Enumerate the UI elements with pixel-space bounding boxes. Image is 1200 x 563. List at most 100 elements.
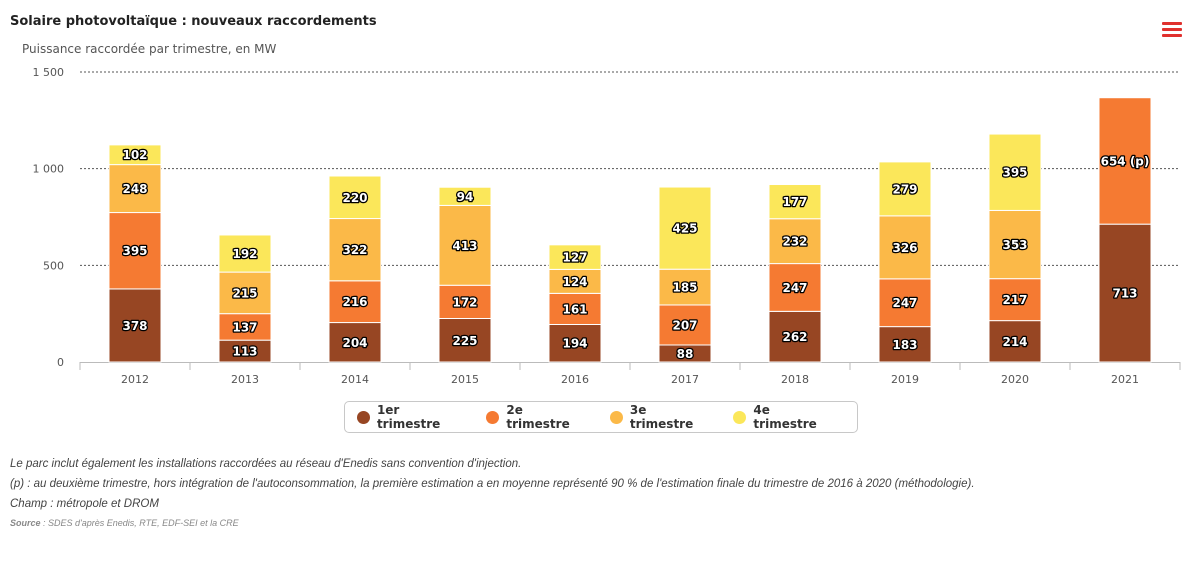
data-label: 279 [892, 182, 917, 196]
legend-item[interactable]: 1er trimestre [357, 403, 466, 431]
data-label: 113 [232, 345, 257, 359]
bar-segment [218, 271, 272, 315]
x-tick-label: 2018 [781, 373, 809, 386]
x-tick-label: 2015 [451, 373, 479, 386]
data-label: 161 [562, 302, 587, 316]
data-label: 124 [562, 275, 587, 289]
bar-segment [438, 318, 492, 363]
y-tick-label: 0 [57, 356, 64, 369]
data-label: 225 [452, 334, 477, 348]
data-label: 654 (p) [1101, 154, 1150, 168]
bar-segment [988, 133, 1042, 211]
y-tick-label: 500 [43, 259, 64, 272]
bar-segment [108, 164, 162, 214]
legend-label: 2e trimestre [506, 403, 570, 431]
y-tick-label: 1 500 [33, 66, 65, 79]
data-label: 94 [457, 190, 474, 204]
data-label: 214 [1002, 335, 1027, 349]
chart-title: Solaire photovoltaïque : nouveaux raccor… [10, 14, 377, 29]
data-label: 395 [1002, 166, 1027, 180]
legend-item[interactable]: 3e trimestre [609, 403, 714, 431]
data-label: 102 [122, 148, 147, 162]
data-label: 217 [1002, 293, 1027, 307]
bar-segment [328, 218, 382, 282]
data-label: 207 [672, 318, 697, 332]
bar-segment [438, 284, 492, 320]
data-label: 413 [452, 239, 477, 253]
legend-marker [609, 410, 623, 424]
stacked-bar-chart: 0 500 1 000 1 500 2012 2013 2014 2015 2016 2017 20… [33, 66, 1181, 386]
source-line: Source : SDES d'après Enedis, RTE, EDF-S… [10, 516, 975, 530]
x-tick-label: 2016 [561, 373, 589, 386]
data-label: 185 [672, 281, 697, 295]
bar-segment [328, 175, 382, 220]
note-line-1: Le parc inclut également les installatio… [10, 458, 522, 470]
data-label: 215 [232, 286, 257, 300]
bar-segment [878, 278, 932, 328]
bar-segment [988, 209, 1042, 280]
data-label: 220 [342, 191, 367, 205]
bar-segment [878, 161, 932, 217]
x-tick-label: 2021 [1111, 373, 1139, 386]
data-label: 232 [782, 235, 807, 249]
legend-marker [357, 410, 370, 424]
x-tick-label: 2017 [671, 373, 699, 386]
note-line-2: (p) : au deuxième trimestre, hors intégr… [10, 478, 975, 490]
data-label: 194 [562, 337, 587, 351]
x-tick-label: 2019 [891, 373, 919, 386]
data-label: 216 [342, 295, 367, 309]
data-label: 127 [562, 251, 587, 265]
bar-segment [328, 280, 382, 324]
data-label: 353 [1002, 238, 1027, 252]
data-label: 322 [342, 243, 367, 257]
legend-item[interactable]: 4e trimestre [733, 403, 837, 431]
bar-segment [438, 186, 492, 206]
data-label: 247 [892, 296, 917, 310]
x-tick-label: 2013 [231, 373, 259, 386]
chart-subtitle: Puissance raccordée par trimestre, en MW [22, 42, 277, 56]
bar-segment [768, 184, 822, 220]
data-label: 247 [782, 281, 807, 295]
data-label: 204 [342, 336, 367, 350]
bar-segment [658, 304, 712, 346]
legend-marker [486, 410, 500, 424]
chart-notes: Le parc inclut également les installatio… [10, 454, 975, 530]
bar-segment [108, 144, 162, 166]
bar-segment [108, 212, 162, 290]
data-label: 395 [122, 244, 147, 258]
legend-label: 4e trimestre [753, 403, 817, 431]
data-label: 177 [782, 195, 807, 209]
source-label: Source [10, 518, 41, 528]
bar-segment [108, 288, 162, 363]
hamburger-menu-icon[interactable] [1162, 22, 1182, 38]
bar-segment [878, 326, 932, 363]
bar-segment [328, 322, 382, 363]
bar-segment [768, 263, 822, 312]
data-label: 248 [122, 182, 147, 196]
data-label: 183 [892, 338, 917, 352]
data-label: 172 [452, 295, 477, 309]
bar-segment [218, 234, 272, 273]
bar-segment [438, 204, 492, 286]
data-label: 88 [677, 347, 694, 361]
data-label: 713 [1112, 287, 1137, 301]
legend-item[interactable]: 2e trimestre [486, 403, 590, 431]
x-tick-label: 2020 [1001, 373, 1029, 386]
source-text: : SDES d'après Enedis, RTE, EDF-SEI et l… [40, 518, 239, 528]
data-label: 326 [892, 241, 917, 255]
legend-label: 1er trimestre [376, 403, 441, 431]
data-label: 425 [672, 222, 697, 236]
bar-segment [988, 320, 1042, 363]
x-tick-label: 2012 [121, 373, 149, 386]
bar-segment [878, 215, 932, 280]
chart-legend: 1er trimestre 2e trimestre 3e trimestre 4e … [344, 401, 858, 433]
x-tick-label: 2014 [341, 373, 369, 386]
bar-segment [218, 313, 272, 341]
bar-segment [768, 218, 822, 265]
data-label: 192 [232, 247, 257, 261]
legend-marker [733, 410, 747, 424]
y-tick-label: 1 000 [33, 163, 65, 176]
bar-segment [658, 186, 712, 270]
bar-segment [1098, 97, 1152, 225]
data-label: 262 [782, 330, 807, 344]
